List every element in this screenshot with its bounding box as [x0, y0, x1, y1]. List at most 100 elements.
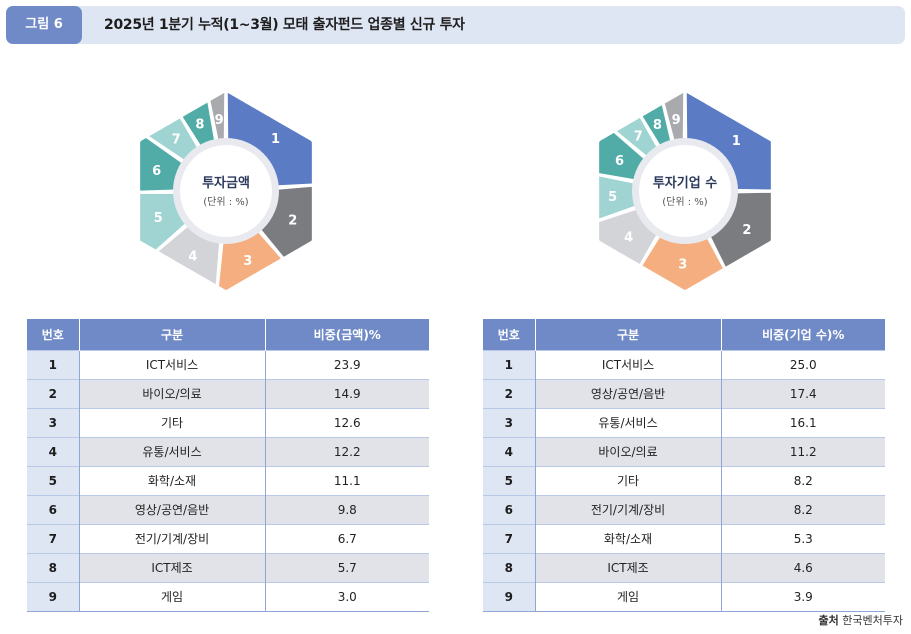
row-category: 화학/소재 [79, 465, 266, 495]
table-row: 4 유통/서비스 12.2 [27, 436, 429, 466]
row-number: 2 [483, 378, 536, 408]
row-share: 12.2 [265, 436, 429, 466]
company-count-hexagon-chart: 1 2 3 4 5 678 9 투자기업 수 (단위 : %) [597, 90, 773, 292]
chart-unit-label: (단위 : %) [203, 195, 249, 208]
table-row: 8 ICT제조 5.7 [27, 552, 429, 582]
row-category: 유통/서비스 [535, 407, 722, 437]
figure-header [6, 6, 905, 44]
row-number: 7 [27, 523, 80, 553]
table-row: 9 게임 3.0 [27, 581, 429, 612]
row-number: 3 [483, 407, 536, 437]
table-header-share: 비중(기업 수)% [720, 319, 885, 350]
row-category: 게임 [79, 581, 266, 612]
table-row: 5 기타 8.2 [483, 465, 885, 495]
row-share: 6.7 [265, 523, 429, 553]
row-number: 5 [483, 465, 536, 495]
row-share: 11.2 [721, 436, 885, 466]
amount-share-table: 번호 구분 비중(금액)% 1 ICT서비스 23.9 2 바이오/의료 14.9 3 기타 1… [27, 319, 429, 612]
row-share: 11.1 [265, 465, 429, 495]
row-category: 게임 [535, 581, 722, 612]
figure-title: 2025년 1분기 누적(1~3월) 모태 출자펀드 업종별 신규 투자 [104, 17, 465, 33]
slice-label-1: 1 [271, 132, 280, 147]
table-row: 8 ICT제조 4.6 [483, 552, 885, 582]
center-circle [180, 145, 272, 237]
slice-label-6: 6 [615, 154, 624, 169]
slice-label-4: 4 [188, 249, 197, 264]
table-row: 6 전기/기계/장비 8.2 [483, 494, 885, 524]
row-share: 4.6 [721, 552, 885, 582]
table-row: 1 ICT서비스 25.0 [483, 349, 885, 379]
source-note: 출처 한국벤처투자 [819, 612, 903, 628]
row-share: 8.2 [721, 465, 885, 495]
row-number: 6 [483, 494, 536, 524]
row-number: 9 [27, 581, 80, 612]
slice-label-8: 8 [653, 118, 662, 133]
row-category: ICT제조 [535, 552, 722, 582]
slice-label-8: 8 [195, 117, 204, 132]
row-category: ICT서비스 [79, 349, 266, 379]
slice-label-9: 9 [215, 113, 224, 128]
row-number: 4 [483, 436, 536, 466]
row-share: 12.6 [265, 407, 429, 437]
row-category: 바이오/의료 [535, 436, 722, 466]
row-number: 8 [483, 552, 536, 582]
table-header-category: 구분 [534, 319, 721, 350]
row-number: 5 [27, 465, 80, 495]
row-number: 9 [483, 581, 536, 612]
row-share: 5.7 [265, 552, 429, 582]
row-category: 기타 [79, 407, 266, 437]
slice-label-3: 3 [243, 254, 252, 269]
slice-label-9: 9 [672, 113, 681, 128]
table-row: 5 화학/소재 11.1 [27, 465, 429, 495]
table-row: 7 전기/기계/장비 6.7 [27, 523, 429, 553]
table-row: 7 화학/소재 5.3 [483, 523, 885, 553]
slice-label-1: 1 [732, 134, 741, 149]
row-number: 8 [27, 552, 80, 582]
figure-badge: 그림 6 [6, 6, 82, 44]
row-number: 1 [27, 349, 80, 379]
chart-center-title: 투자금액 [202, 176, 250, 191]
table-row: 9 게임 3.9 [483, 581, 885, 612]
row-number: 2 [27, 378, 80, 408]
slice-label-2: 2 [288, 213, 297, 228]
row-share: 5.3 [721, 523, 885, 553]
table-row: 4 바이오/의료 11.2 [483, 436, 885, 466]
row-category: 전기/기계/장비 [79, 523, 266, 553]
slice-label-7: 7 [172, 132, 181, 147]
slice-label-4: 4 [624, 231, 633, 246]
row-number: 7 [483, 523, 536, 553]
slice-label-5: 5 [154, 211, 163, 226]
center-circle [639, 145, 731, 237]
row-category: 영상/공연/음반 [79, 494, 266, 524]
slice-label-2: 2 [742, 223, 751, 238]
source-name: 한국벤처투자 [842, 614, 903, 627]
row-share: 23.9 [265, 349, 429, 379]
table-row: 6 영상/공연/음반 9.8 [27, 494, 429, 524]
row-category: ICT서비스 [535, 349, 722, 379]
row-category: 전기/기계/장비 [535, 494, 722, 524]
slice-label-5: 5 [608, 190, 617, 205]
chart-unit-label: (단위 : %) [662, 195, 708, 208]
table-header-category: 구분 [78, 319, 265, 350]
row-share: 3.9 [721, 581, 885, 612]
row-share: 17.4 [721, 378, 885, 408]
slice-label-3: 3 [678, 257, 687, 272]
row-number: 1 [483, 349, 536, 379]
slice-label-6: 6 [152, 164, 161, 179]
table-row: 2 바이오/의료 14.9 [27, 378, 429, 408]
row-number: 3 [27, 407, 80, 437]
table-header-number: 번호 [27, 319, 79, 350]
slice-label-7: 7 [634, 130, 643, 145]
row-category: 바이오/의료 [79, 378, 266, 408]
chart-center-title: 투자기업 수 [653, 176, 717, 191]
table-row: 3 유통/서비스 16.1 [483, 407, 885, 437]
row-category: 유통/서비스 [79, 436, 266, 466]
table-row: 2 영상/공연/음반 17.4 [483, 378, 885, 408]
row-category: ICT제조 [79, 552, 266, 582]
company-share-table: 번호 구분 비중(기업 수)% 1 ICT서비스 25.0 2 영상/공연/음반 17.4… [483, 319, 885, 612]
row-share: 16.1 [721, 407, 885, 437]
row-share: 8.2 [721, 494, 885, 524]
row-category: 화학/소재 [535, 523, 722, 553]
row-category: 기타 [535, 465, 722, 495]
row-category: 영상/공연/음반 [535, 378, 722, 408]
